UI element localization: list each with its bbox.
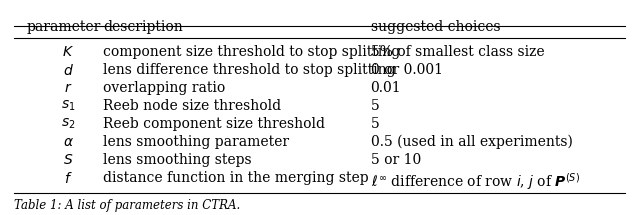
Text: lens smoothing steps: lens smoothing steps <box>103 153 252 167</box>
Text: parameter: parameter <box>27 20 101 34</box>
Text: 0.01: 0.01 <box>371 81 401 95</box>
Text: 5% of smallest class size: 5% of smallest class size <box>371 45 544 59</box>
Text: $S$: $S$ <box>63 153 74 167</box>
Text: distance function in the merging step: distance function in the merging step <box>103 171 369 185</box>
Text: overlapping ratio: overlapping ratio <box>103 81 225 95</box>
Text: $f$: $f$ <box>64 171 72 186</box>
Text: Table 1: A list of parameters in CTRA.: Table 1: A list of parameters in CTRA. <box>14 199 241 212</box>
Text: Reeb node size threshold: Reeb node size threshold <box>103 99 282 113</box>
Text: suggested choices: suggested choices <box>371 20 500 34</box>
Text: 5: 5 <box>371 117 380 131</box>
Text: description: description <box>103 20 183 34</box>
Text: $\alpha$: $\alpha$ <box>63 135 74 149</box>
Text: $K$: $K$ <box>62 45 74 59</box>
Text: lens smoothing parameter: lens smoothing parameter <box>103 135 289 149</box>
Text: component size threshold to stop splitting: component size threshold to stop splitti… <box>103 45 401 59</box>
Text: $s_1$: $s_1$ <box>61 99 76 113</box>
Text: $d$: $d$ <box>63 63 74 78</box>
Text: lens difference threshold to stop splitting: lens difference threshold to stop splitt… <box>103 63 396 77</box>
Text: Reeb component size threshold: Reeb component size threshold <box>103 117 325 131</box>
Text: 5 or 10: 5 or 10 <box>371 153 420 167</box>
Text: 0 or 0.001: 0 or 0.001 <box>371 63 442 77</box>
Text: $r$: $r$ <box>64 81 72 95</box>
Text: $\ell^{\infty}$ difference of row $i$, $j$ of $\boldsymbol{P}^{(S)}$: $\ell^{\infty}$ difference of row $i$, $… <box>371 171 580 192</box>
Text: 0.5 (used in all experiments): 0.5 (used in all experiments) <box>371 135 572 149</box>
Text: 5: 5 <box>371 99 380 113</box>
Text: $s_2$: $s_2$ <box>61 117 76 131</box>
